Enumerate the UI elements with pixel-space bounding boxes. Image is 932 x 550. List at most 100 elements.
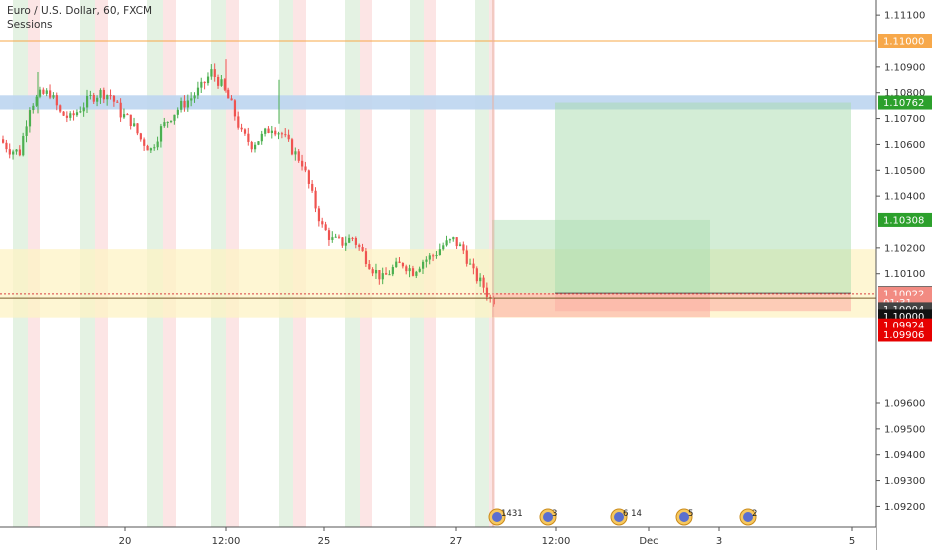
candle-body <box>203 81 206 84</box>
event-count: 6 14 <box>623 509 642 519</box>
candle-body <box>200 81 203 88</box>
candle-body <box>82 107 85 112</box>
candle-body <box>45 90 48 94</box>
candle-body <box>280 133 284 135</box>
candle-body <box>247 133 250 142</box>
candle-body <box>401 262 405 267</box>
candle-body <box>311 183 314 191</box>
candle-body <box>314 190 317 209</box>
candle-body <box>146 145 149 151</box>
levels <box>0 0 876 527</box>
time-axis-bg <box>0 527 876 550</box>
candle-body <box>277 133 280 135</box>
candle-body <box>321 221 324 225</box>
candle-body <box>264 128 267 134</box>
candle-body <box>15 149 18 152</box>
price-tag-bg <box>878 212 932 227</box>
event-marker: 1431 <box>488 508 523 526</box>
candle-body <box>126 114 129 116</box>
candle-body <box>327 230 331 240</box>
price-tag-bg <box>878 95 932 110</box>
candle-body <box>391 267 394 275</box>
candle-body <box>455 237 458 247</box>
ytick-label: 1.09300 <box>884 476 925 487</box>
candle-body <box>72 113 75 116</box>
candle-body <box>415 271 418 276</box>
candle-body <box>492 298 495 305</box>
event-count: 3 <box>552 509 557 519</box>
candle-body <box>448 239 452 241</box>
candle-body <box>465 250 468 264</box>
candle-body <box>243 129 247 134</box>
candle-body <box>270 130 273 133</box>
candle-body <box>65 115 69 118</box>
candle-body <box>112 95 116 102</box>
candle-body <box>237 116 240 128</box>
candle-body <box>364 251 368 265</box>
ytick-label: 1.09600 <box>884 399 925 410</box>
candle-body <box>52 95 55 98</box>
candle-body <box>334 236 337 238</box>
candles <box>2 59 495 307</box>
candle-body <box>153 147 156 149</box>
candle-body <box>96 97 99 102</box>
candle-body <box>176 109 179 115</box>
ytick-label: 1.10600 <box>884 140 925 151</box>
candle-body <box>435 255 438 257</box>
ytick-label: 1.10900 <box>884 62 925 73</box>
xtick-label: 20 <box>119 536 132 547</box>
candle-body <box>358 244 361 248</box>
candle-body <box>304 166 307 171</box>
candle-body <box>35 96 38 106</box>
candle-body <box>18 149 21 156</box>
candle-body <box>8 149 11 155</box>
candle-body <box>344 242 347 246</box>
price-axis-bg <box>876 0 932 550</box>
ytick-label: 1.10700 <box>884 114 925 125</box>
candle-body <box>307 170 310 184</box>
candle-body <box>196 87 200 96</box>
event-marker: 5 <box>675 508 693 526</box>
event-marker: 6 14 <box>610 508 642 526</box>
xtick-label: 3 <box>716 536 722 547</box>
price-tag: 1.10762 <box>878 95 932 110</box>
candle-body <box>42 89 45 94</box>
candle-body <box>274 130 277 135</box>
candle-body <box>170 120 173 122</box>
candle-body <box>354 237 357 245</box>
candle-body <box>143 139 146 146</box>
event-flag-inner <box>543 512 553 522</box>
candle-body <box>190 98 193 101</box>
price-tag-label: 1.10000 <box>883 312 924 323</box>
candle-body <box>159 126 163 142</box>
candle-body <box>351 237 354 239</box>
candle-body <box>284 134 287 136</box>
candle-body <box>458 244 462 247</box>
candle-body <box>378 270 381 280</box>
candle-body <box>452 237 455 240</box>
price-axis: 1.11100 1.10900 1.10800 1.10700 1.10600 1.105… <box>875 0 932 550</box>
indicator-label[interactable]: Sessions <box>7 19 53 31</box>
candle-body <box>119 102 122 118</box>
price-tag-label: 1.09924 <box>883 321 924 332</box>
candle-body <box>180 100 183 110</box>
candle-body <box>260 133 263 142</box>
candle-body <box>368 264 371 270</box>
candle-body <box>422 261 425 269</box>
candle-body <box>106 95 109 100</box>
candle-body <box>129 114 132 127</box>
ytick-label: 1.10100 <box>884 269 925 280</box>
candle-body <box>230 98 233 101</box>
candle-body <box>233 100 237 117</box>
candle-body <box>186 100 189 108</box>
price-tag-label: 1.10762 <box>883 98 924 109</box>
price-tag-label: 1.10308 <box>883 215 924 226</box>
ytick-label: 1.11100 <box>884 11 925 22</box>
candle-body <box>317 208 321 222</box>
event-flag-inner <box>743 512 753 522</box>
candle-body <box>28 110 32 127</box>
candle-body <box>193 95 196 99</box>
candle-body <box>109 95 112 97</box>
candle-body <box>166 121 169 123</box>
